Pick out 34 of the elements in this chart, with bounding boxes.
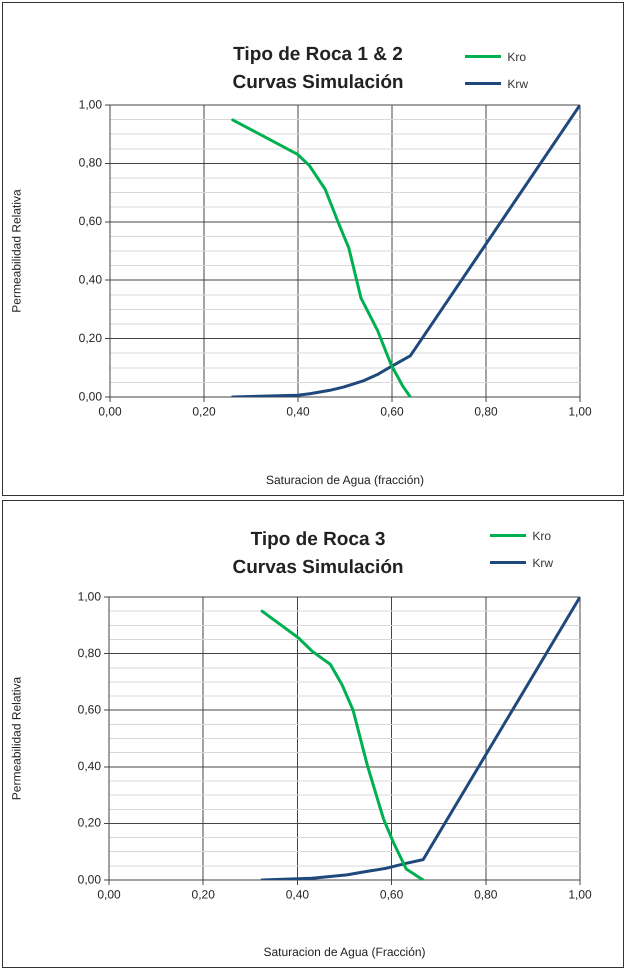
y-axis-title: Permeabilidad Relativa bbox=[10, 676, 24, 800]
y-tick-label: 0,80 bbox=[78, 156, 102, 170]
legend-label: Krw bbox=[532, 556, 553, 570]
x-axis-title: Saturacion de Agua (fracción) bbox=[266, 473, 424, 488]
x-tick-label: 0,20 bbox=[192, 404, 216, 419]
x-tick-label: 1,00 bbox=[568, 888, 592, 902]
x-tick-label: 0,80 bbox=[474, 888, 498, 902]
chart-title: Tipo de Roca 1 & 2 Curvas Simulación bbox=[231, 43, 405, 95]
y-tick-label: 0,60 bbox=[78, 214, 102, 228]
legend-label: Krw bbox=[507, 76, 528, 90]
x-tick-label: 0,40 bbox=[286, 404, 310, 419]
chart-title: Tipo de Roca 3 Curvas Simulación bbox=[231, 528, 405, 580]
y-tick-label: 0,00 bbox=[78, 872, 102, 886]
x-tick-label: 0,60 bbox=[380, 404, 404, 419]
y-tick-label: 0,40 bbox=[78, 759, 102, 774]
y-tick-label: 0,60 bbox=[78, 702, 102, 717]
y-tick-label: 0,20 bbox=[78, 816, 102, 830]
y-tick-label: 0,20 bbox=[78, 330, 102, 345]
y-axis-title: Permeabilidad Relativa bbox=[10, 188, 24, 313]
x-axis-title: Saturacion de Agua (Fracción) bbox=[263, 945, 426, 960]
y-tick-label: 0,80 bbox=[78, 646, 102, 660]
x-tick-label: 0,00 bbox=[98, 404, 122, 419]
legend-label: Kro bbox=[532, 528, 552, 542]
y-tick-label: 0,00 bbox=[78, 389, 102, 404]
x-tick-label: 0,60 bbox=[380, 888, 404, 902]
x-tick-label: 0,40 bbox=[286, 888, 310, 902]
x-tick-label: 0,00 bbox=[97, 888, 121, 902]
x-tick-label: 0,80 bbox=[474, 404, 498, 419]
y-tick-label: 1,00 bbox=[78, 97, 102, 112]
y-tick-label: 0,40 bbox=[78, 272, 102, 287]
y-tick-label: 1,00 bbox=[78, 589, 102, 604]
x-tick-label: 1,00 bbox=[568, 404, 592, 419]
x-tick-label: 0,20 bbox=[192, 888, 216, 902]
legend-label: Kro bbox=[507, 50, 526, 64]
